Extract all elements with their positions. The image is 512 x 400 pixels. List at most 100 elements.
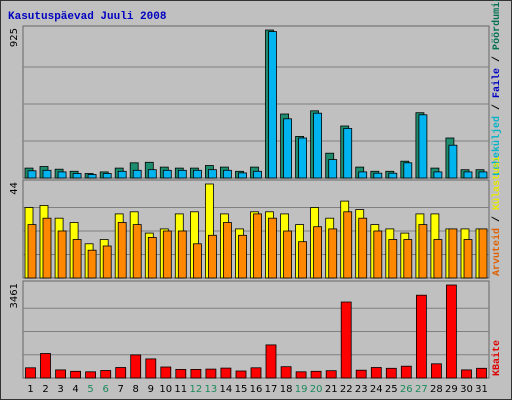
bar-bottom-kbaite-day-16 <box>250 367 262 379</box>
bar-bottom-kbaite-day-18 <box>280 366 292 379</box>
bar-top-faile-day-19 <box>298 137 308 179</box>
bar-top-faile-day-15 <box>238 172 247 179</box>
bar-middle-arvuteid-day-5 <box>87 249 97 279</box>
x-tick-label: 17 <box>265 384 278 395</box>
x-tick-label: 16 <box>250 384 263 395</box>
bar-top-faile-day-22 <box>343 127 353 179</box>
bar-top-faile-day-6 <box>102 173 112 179</box>
bar-bottom-kbaite-day-6 <box>100 370 112 379</box>
bar-middle-arvuteid-day-27 <box>418 224 428 279</box>
bar-bottom-kbaite-day-19 <box>295 371 307 379</box>
bar-middle-arvuteid-day-1 <box>27 224 37 279</box>
bar-top-faile-day-13 <box>207 169 217 179</box>
bar-middle-arvuteid-day-12 <box>192 243 202 279</box>
x-tick-label: 12 <box>190 384 203 395</box>
bar-middle-arvuteid-day-2 <box>42 217 52 279</box>
x-axis-labels: 1 2 3 4 5 6 7 8 9 10 11 12 13 14 15 16 17 18 19 20 21 22 23 24 2… <box>27 384 488 395</box>
legend-label: Faile <box>491 68 503 98</box>
panel-max-label: 3461 <box>9 283 20 308</box>
x-tick-label: 9 <box>148 384 154 395</box>
panel-frame <box>22 25 490 179</box>
x-tick-label: 30 <box>460 384 473 395</box>
panel-legend: Leheküljed / Faile / Pöördumisi <box>491 0 503 176</box>
x-tick-label: 22 <box>340 384 353 395</box>
legend-separator: / <box>491 98 503 116</box>
panel-top: 925 Leheküljed / Faile / Pöördumisi <box>9 0 503 179</box>
bar-top-faile-day-28 <box>433 171 443 179</box>
x-tick-label: 3 <box>57 384 63 395</box>
bar-top-faile-day-9 <box>147 169 157 179</box>
bar-top-faile-day-24 <box>373 172 383 179</box>
bar-middle-arvuteid-day-23 <box>358 217 368 279</box>
legend-label: KBaite <box>491 340 503 376</box>
bar-middle-arvuteid-day-4 <box>72 239 82 279</box>
x-tick-label: 26 <box>400 384 413 395</box>
bar-top-faile-day-21 <box>328 159 338 179</box>
legend-label: Pöördumisi <box>491 0 503 50</box>
bar-bottom-kbaite-day-27 <box>415 294 427 379</box>
bar-bottom-kbaite-day-4 <box>70 370 81 379</box>
bar-middle-arvuteid-day-31 <box>478 228 488 279</box>
bar-bottom-kbaite-day-11 <box>175 368 187 379</box>
bar-bottom-kbaite-day-10 <box>160 366 172 379</box>
bar-top-faile-day-3 <box>57 171 67 179</box>
x-tick-label: 20 <box>310 384 323 395</box>
bar-bottom-kbaite-day-25 <box>385 367 397 379</box>
x-tick-label: 31 <box>475 384 488 395</box>
x-tick-label: 2 <box>42 384 48 395</box>
panel-bottom: 3461 KBaite <box>9 280 503 379</box>
bar-top-faile-day-20 <box>313 112 323 179</box>
bar-top-faile-day-5 <box>87 174 97 179</box>
bar-bottom-kbaite-day-8 <box>130 354 142 379</box>
x-tick-label: 28 <box>430 384 443 395</box>
bar-middle-arvuteid-day-21 <box>328 228 338 279</box>
bar-top-faile-day-8 <box>132 169 142 179</box>
x-tick-label: 25 <box>385 384 398 395</box>
panel-legend: Arvuteid / Külastusi <box>491 156 503 276</box>
legend-separator: / <box>491 50 503 68</box>
bar-top-faile-day-25 <box>388 172 398 179</box>
x-tick-label: 7 <box>118 384 124 395</box>
legend-label: Leheküljed <box>491 116 503 176</box>
legend-separator: / <box>491 210 503 228</box>
bar-top-faile-day-31 <box>478 171 488 179</box>
bar-bottom-kbaite-day-28 <box>430 363 442 379</box>
panel-max-label: 925 <box>9 28 20 47</box>
x-tick-label: 23 <box>355 384 368 395</box>
bar-middle-arvuteid-day-8 <box>132 224 142 279</box>
bar-middle-arvuteid-day-28 <box>433 239 443 279</box>
bar-middle-arvuteid-day-7 <box>117 222 127 279</box>
x-tick-label: 1 <box>27 384 33 395</box>
bar-bottom-kbaite-day-2 <box>40 353 51 379</box>
bar-middle-arvuteid-day-16 <box>253 213 262 279</box>
bar-top-faile-day-10 <box>162 169 172 179</box>
bar-middle-arvuteid-day-17 <box>268 217 277 279</box>
bar-top-faile-day-11 <box>177 169 187 179</box>
bar-bottom-kbaite-day-12 <box>190 368 202 379</box>
bar-bottom-kbaite-day-3 <box>55 369 66 379</box>
bar-top-faile-day-2 <box>42 169 52 179</box>
bar-bottom-kbaite-day-29 <box>445 284 457 379</box>
x-tick-label: 19 <box>295 384 308 395</box>
panel-max-label: 44 <box>9 182 20 195</box>
x-tick-label: 27 <box>415 384 428 395</box>
bar-middle-arvuteid-day-6 <box>102 245 112 279</box>
x-tick-label: 11 <box>174 384 187 395</box>
bar-bottom-kbaite-day-5 <box>85 371 96 379</box>
bar-bottom-kbaite-day-9 <box>145 358 157 379</box>
bar-middle-arvuteid-day-19 <box>298 241 308 279</box>
bar-top-faile-day-29 <box>448 144 458 179</box>
x-tick-label: 8 <box>133 384 139 395</box>
bar-bottom-kbaite-day-20 <box>310 370 322 379</box>
bar-middle-arvuteid-day-14 <box>222 222 232 279</box>
bar-top-faile-day-4 <box>72 173 82 179</box>
panel-middle: 44 Arvuteid / Külastusi <box>9 156 503 279</box>
bar-top-faile-day-30 <box>463 171 473 179</box>
x-tick-label: 29 <box>445 384 458 395</box>
panel-frame <box>22 280 490 379</box>
bar-top-faile-day-16 <box>253 170 262 179</box>
bar-top-faile-day-23 <box>358 171 368 179</box>
bar-top-faile-day-7 <box>117 170 127 179</box>
